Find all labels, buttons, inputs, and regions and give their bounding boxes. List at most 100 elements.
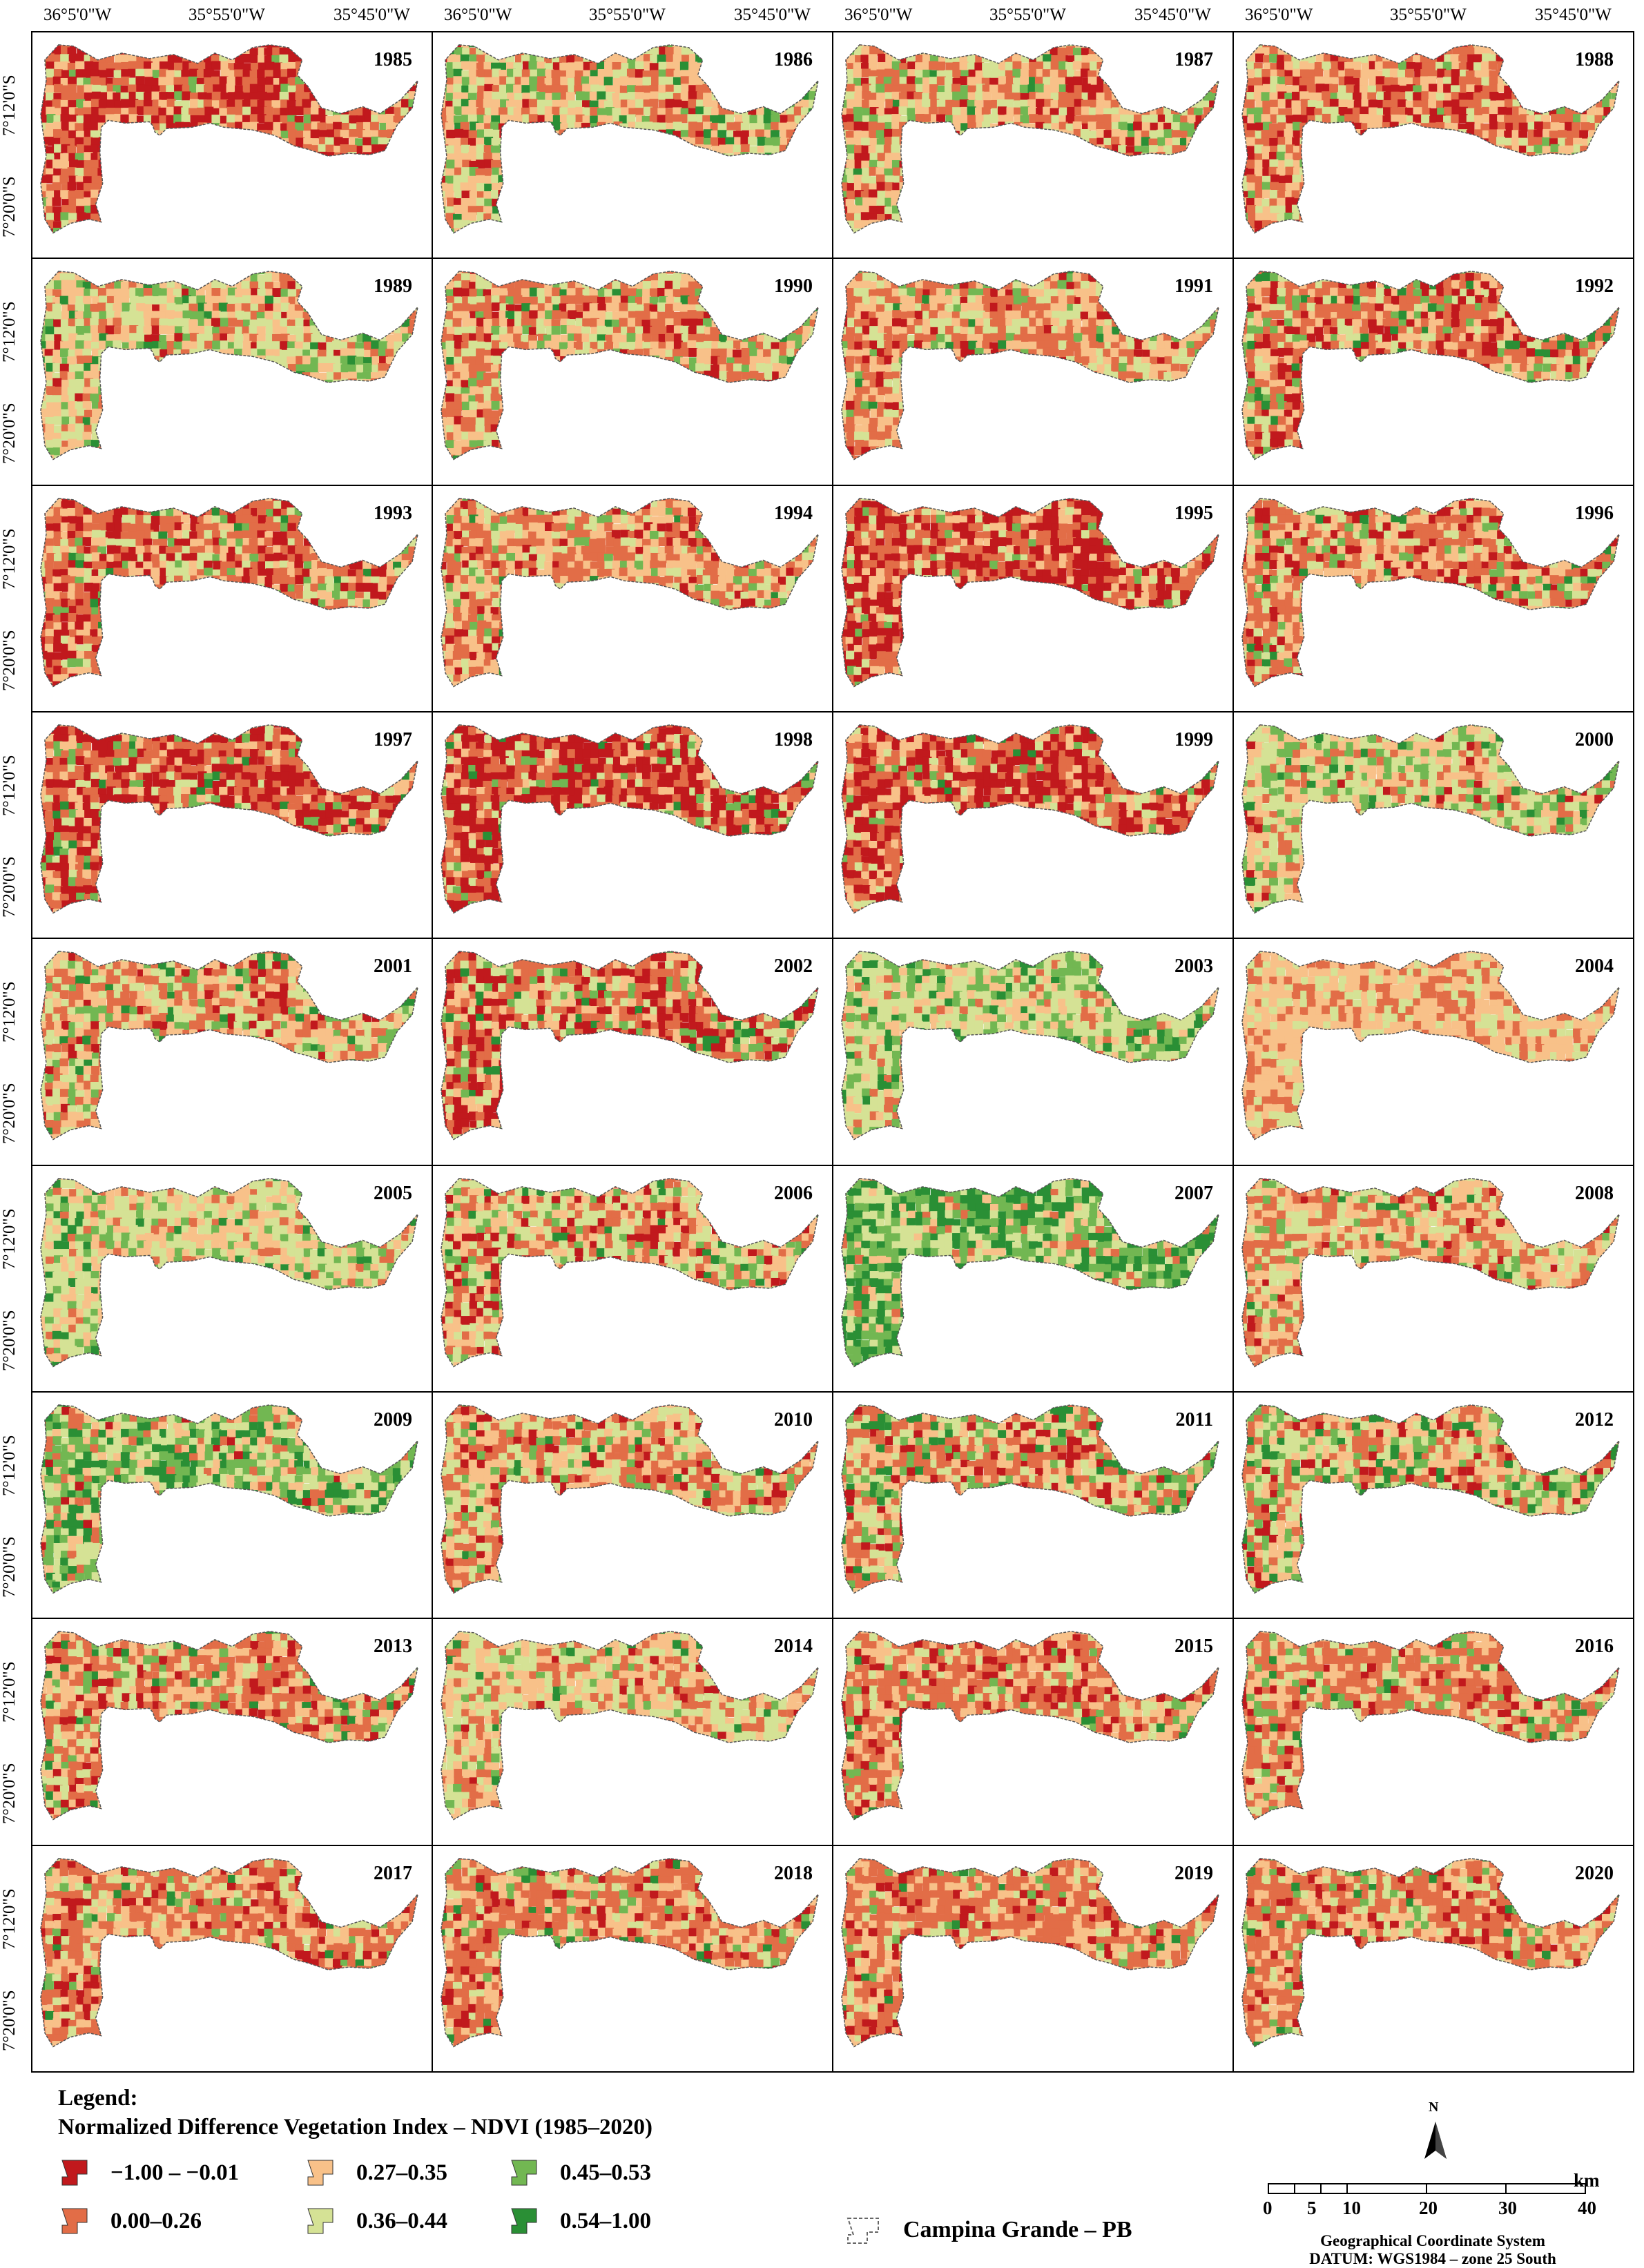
latitude-label: 7°20'0"S bbox=[0, 1968, 19, 2051]
legend-swatch-5 bbox=[507, 2158, 541, 2188]
longitude-label: 35°55'0"W bbox=[589, 6, 666, 25]
ndvi-map-panel: 1995 bbox=[832, 485, 1234, 713]
longitude-label: 35°55'0"W bbox=[989, 6, 1066, 25]
legend-swatch-4 bbox=[304, 2206, 337, 2236]
ndvi-map-panel: 2003 bbox=[832, 938, 1234, 1165]
year-label: 1994 bbox=[774, 503, 813, 525]
longitude-label: 35°55'0"W bbox=[1390, 6, 1467, 25]
swatch-shape bbox=[308, 2160, 333, 2185]
year-label: 2020 bbox=[1575, 1863, 1614, 1885]
year-label: 2016 bbox=[1575, 1636, 1614, 1658]
ndvi-map-panel: 2001 bbox=[31, 938, 433, 1165]
legend-label-4: 0.36–0.44 bbox=[356, 2209, 447, 2234]
ndvi-raster-map bbox=[1234, 1846, 1633, 2071]
latitude-label: 7°20'0"S bbox=[0, 608, 19, 691]
latitude-label: 7°20'0"S bbox=[0, 1741, 19, 1824]
ndvi-map-panel: 1999 bbox=[832, 711, 1234, 939]
legend-class-4: 0.36–0.44 bbox=[304, 2206, 447, 2236]
year-label: 2019 bbox=[1174, 1863, 1213, 1885]
ndvi-map-panel: 1986 bbox=[432, 31, 833, 259]
year-label: 1990 bbox=[774, 275, 813, 298]
ndvi-map-panel: 1987 bbox=[832, 31, 1234, 259]
ndvi-raster-map bbox=[833, 1166, 1232, 1391]
ndvi-map-panel: 1985 bbox=[31, 31, 433, 259]
ndvi-raster-map bbox=[32, 713, 432, 938]
year-label: 2008 bbox=[1575, 1183, 1614, 1205]
year-label: 2003 bbox=[1174, 956, 1213, 978]
legend-swatch-2 bbox=[58, 2206, 91, 2236]
year-label: 1995 bbox=[1174, 503, 1213, 525]
ndvi-raster-map bbox=[32, 486, 432, 711]
scale-tick-30: 30 bbox=[1498, 2198, 1517, 2219]
latitude-label: 7°20'0"S bbox=[0, 1061, 19, 1144]
ndvi-raster-map bbox=[1234, 486, 1633, 711]
legend-class-6: 0.54–1.00 bbox=[507, 2206, 651, 2236]
ndvi-raster-map bbox=[32, 1393, 432, 1618]
scale-tick-10: 10 bbox=[1342, 2198, 1361, 2219]
legend-subtitle: Normalized Difference Vegetation Index –… bbox=[58, 2113, 652, 2142]
longitude-label: 36°5'0"W bbox=[444, 6, 512, 25]
ndvi-raster-map bbox=[433, 1393, 832, 1618]
ndvi-map-panel: 2011 bbox=[832, 1391, 1234, 1619]
ndvi-map-panel: 2010 bbox=[432, 1391, 833, 1619]
crs-line-2: DATUM: WGS1984 – zone 25 South bbox=[1267, 2250, 1598, 2268]
ndvi-raster-map bbox=[32, 1846, 432, 2071]
latitude-label: 7°12'0"S bbox=[0, 280, 19, 362]
ndvi-raster-map bbox=[433, 1166, 832, 1391]
latitude-label: 7°12'0"S bbox=[0, 1640, 19, 1723]
ndvi-raster-map bbox=[1234, 259, 1633, 484]
longitude-label: 35°45'0"W bbox=[734, 6, 811, 25]
year-label: 2001 bbox=[374, 956, 412, 978]
longitude-label: 36°5'0"W bbox=[1245, 6, 1313, 25]
ndvi-map-panel: 2008 bbox=[1232, 1165, 1634, 1393]
ndvi-raster-map bbox=[833, 259, 1232, 484]
ndvi-map-panel: 1994 bbox=[432, 485, 833, 713]
swatch-shape bbox=[62, 2209, 87, 2233]
latitude-label: 7°12'0"S bbox=[0, 1867, 19, 1950]
legend-class-3: 0.27–0.35 bbox=[304, 2158, 447, 2188]
ndvi-map-panel: 2014 bbox=[432, 1618, 833, 1845]
year-label: 2007 bbox=[1174, 1183, 1213, 1205]
legend-swatch-1 bbox=[58, 2158, 91, 2188]
latitude-label: 7°12'0"S bbox=[0, 1187, 19, 1270]
year-label: 2002 bbox=[774, 956, 813, 978]
longitude-label: 35°55'0"W bbox=[188, 6, 265, 25]
ndvi-raster-map bbox=[833, 713, 1232, 938]
scale-tick-40: 40 bbox=[1578, 2198, 1596, 2219]
year-label: 2000 bbox=[1575, 729, 1614, 751]
latitude-label: 7°20'0"S bbox=[0, 381, 19, 464]
ndvi-raster-map bbox=[833, 1393, 1232, 1618]
ndvi-raster-map bbox=[433, 939, 832, 1164]
scale-unit: km bbox=[1574, 2170, 1600, 2191]
ndvi-map-panel: 2020 bbox=[1232, 1845, 1634, 2073]
year-label: 1986 bbox=[774, 49, 813, 71]
latitude-label: 7°12'0"S bbox=[0, 1413, 19, 1496]
ndvi-raster-map bbox=[1234, 939, 1633, 1164]
crs-line-1: Geographical Coordinate System bbox=[1267, 2232, 1598, 2250]
year-label: 1989 bbox=[374, 275, 412, 298]
swatch-shape bbox=[512, 2160, 536, 2185]
year-label: 1987 bbox=[1174, 49, 1213, 71]
year-label: 1988 bbox=[1575, 49, 1614, 71]
latitude-label: 7°20'0"S bbox=[0, 835, 19, 918]
latitude-label: 7°12'0"S bbox=[0, 53, 19, 136]
ndvi-map-panel: 2009 bbox=[31, 1391, 433, 1619]
ndvi-map-panel: 2007 bbox=[832, 1165, 1234, 1393]
longitude-label: 35°45'0"W bbox=[1134, 6, 1211, 25]
ndvi-map-panel: 1993 bbox=[31, 485, 433, 713]
legend-label-5: 0.45–0.53 bbox=[560, 2160, 651, 2186]
north-arrow-icon bbox=[1419, 2109, 1452, 2164]
ndvi-raster-map bbox=[1234, 1619, 1633, 1844]
ndvi-map-panel: 2000 bbox=[1232, 711, 1634, 939]
longitude-label: 36°5'0"W bbox=[844, 6, 912, 25]
legend-swatch-3 bbox=[304, 2158, 337, 2188]
ndvi-raster-map bbox=[32, 32, 432, 258]
legend-class-2: 0.00–0.26 bbox=[58, 2206, 202, 2236]
ndvi-raster-map bbox=[32, 259, 432, 484]
north-label: N bbox=[1429, 2100, 1438, 2115]
ndvi-map-panel: 1990 bbox=[432, 258, 833, 485]
year-label: 2011 bbox=[1176, 1409, 1213, 1431]
legend-class-5: 0.45–0.53 bbox=[507, 2158, 651, 2188]
year-label: 2006 bbox=[774, 1183, 813, 1205]
ndvi-map-panel: 1992 bbox=[1232, 258, 1634, 485]
